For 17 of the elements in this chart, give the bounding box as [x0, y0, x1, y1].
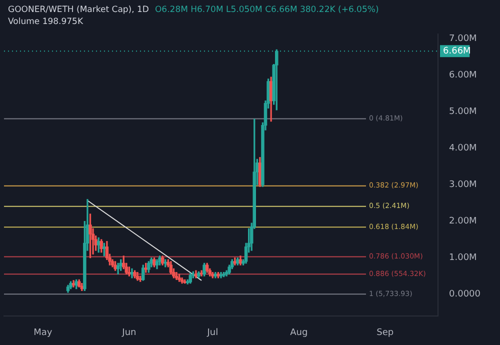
- y-tick-label: 2.00M: [449, 216, 477, 227]
- y-tick-label: 4.00M: [449, 144, 477, 154]
- ref-line-label: 6.66M: [443, 46, 471, 56]
- x-tick-label: Sep: [376, 328, 394, 338]
- x-tick-label: Jul: [206, 328, 218, 338]
- y-tick-label: 5.00M: [449, 107, 477, 118]
- x-tick-label: Jun: [121, 328, 136, 338]
- y-tick-label: 0.0000: [449, 290, 481, 300]
- text: Volume 198.975K: [8, 17, 84, 27]
- chart-title: GOONER/WETH (Market Cap), 1D: [8, 5, 149, 15]
- y-tick-label: 7.00M: [449, 34, 477, 44]
- y-tick-label: 1.00M: [449, 253, 477, 264]
- y-tick-label: 3.00M: [449, 180, 477, 190]
- y-tick-label: 6.00M: [449, 70, 477, 81]
- text: O6.28M H6.70M L5.050M C6.66M 380.22K (+6.05%): [154, 5, 379, 15]
- x-tick-label: May: [34, 328, 53, 338]
- x-tick-label: Aug: [290, 328, 308, 338]
